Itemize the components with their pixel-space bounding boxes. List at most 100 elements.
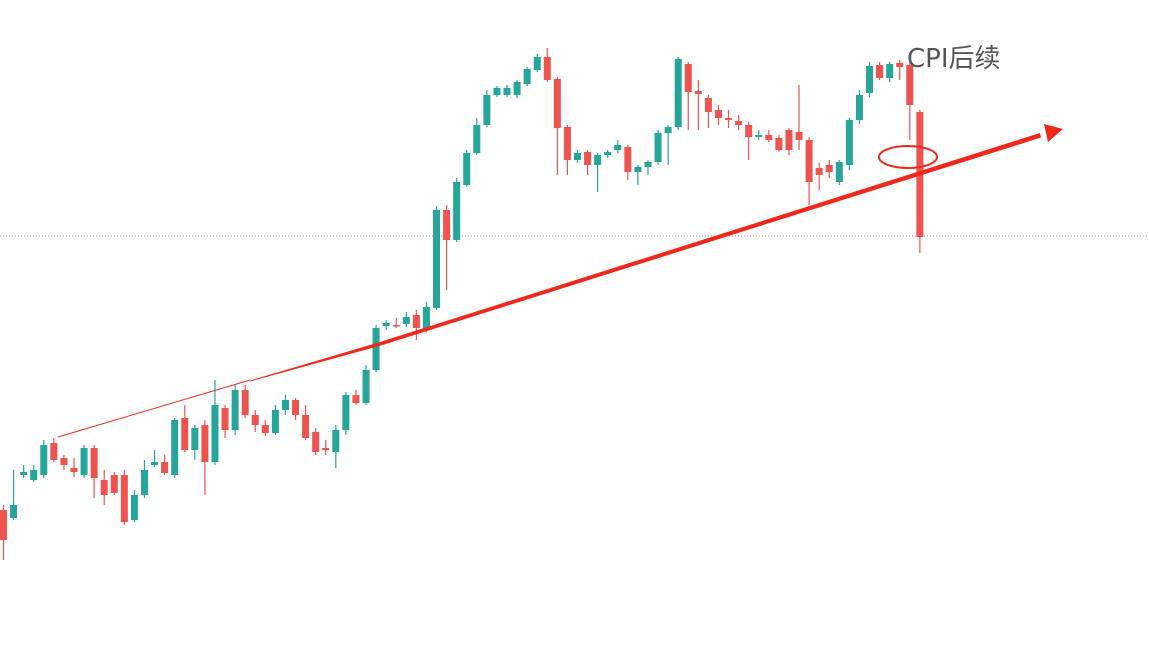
candle [825,160,833,178]
candle [70,458,78,477]
candle-body [876,65,884,78]
candle [503,85,511,97]
candle-body [654,133,662,162]
candle [876,62,884,80]
candle [845,118,853,170]
candle-body [382,323,390,326]
candle [835,160,843,185]
candle [714,105,722,125]
candle [352,390,360,405]
candle [151,450,159,467]
candle-body [332,430,340,452]
candle-body [60,458,68,465]
candle-body [402,317,410,324]
candle [130,490,138,522]
candle-body [644,162,652,167]
candle [765,130,773,142]
candle-body [271,410,279,433]
candle [906,62,914,140]
candle [473,118,481,155]
candle-body [855,95,863,120]
candle-body [30,470,38,480]
candle-body [140,470,148,495]
candle [644,160,652,175]
candle-body [735,121,743,125]
candle [725,110,733,128]
candle [332,425,340,468]
candle [755,130,763,140]
candle [493,86,501,97]
candle [704,95,712,128]
candle [241,385,249,418]
trendline-layer [57,124,1063,438]
candle-body [110,475,118,493]
candle-body [50,443,58,460]
candle-body [523,69,531,84]
candle-body [543,57,551,80]
candle [382,320,390,330]
candle-body [80,448,88,475]
candle [855,90,863,124]
candle [0,505,7,560]
candle-body [795,132,803,140]
candle [211,380,219,465]
candle [251,410,259,432]
candle [483,90,491,127]
candle [10,470,18,520]
candle-body [463,153,471,185]
candle [553,77,561,175]
candle-body [342,395,350,430]
candle [372,325,380,372]
candle [453,178,461,242]
candle [60,455,68,470]
candle [40,440,48,478]
trendline-arrowhead [1044,124,1063,142]
candle-body [453,182,461,240]
candle [433,206,441,310]
candle-body [775,138,783,150]
candle [412,310,420,340]
candle-body [906,65,914,105]
candle-body [825,165,833,172]
candle [533,54,541,72]
candle [604,150,612,158]
candle [805,137,813,205]
candle [775,135,783,152]
candle-body [714,110,722,118]
candle [463,150,471,187]
candle-body [493,88,501,95]
candle-body [0,510,7,540]
candle-body [312,432,320,452]
candle-body [261,425,269,433]
candle-body [694,91,702,94]
candle [201,420,209,495]
candle-body [90,448,98,478]
candle [664,125,672,165]
candle [674,57,682,130]
candle-body [785,130,793,150]
candle [443,205,451,290]
candle-body [755,135,763,137]
candle-body [151,462,159,465]
candle-body [503,88,511,95]
candle [594,153,602,192]
candle [896,60,904,80]
candle [171,418,179,478]
candle-body [553,79,561,128]
candle-body [201,425,209,462]
candle [684,62,692,130]
candle-body [664,127,672,133]
candle [735,115,743,130]
candle [584,150,592,175]
candle [342,392,350,435]
candle-body [533,57,541,70]
candle-body [886,64,894,78]
candle [886,62,894,82]
candle-body [231,390,239,430]
candle-body [130,495,138,520]
candle [654,130,662,165]
candle-body [161,462,169,473]
cpi-annotation: CPI后续 [907,44,1001,74]
candle [523,67,531,86]
